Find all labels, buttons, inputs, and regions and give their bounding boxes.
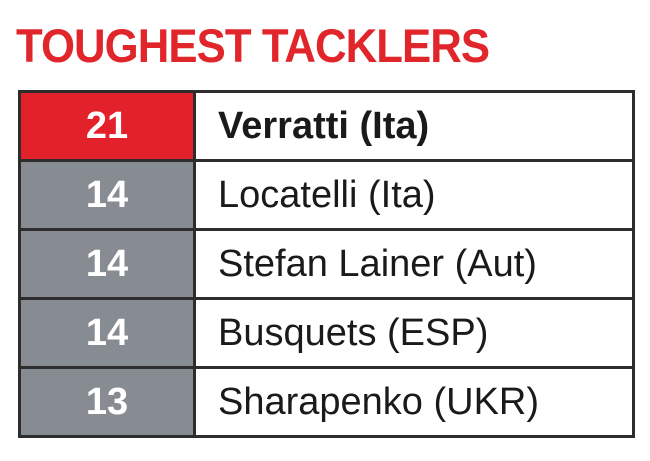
- table-row: 21 Verratti (Ita): [18, 90, 635, 162]
- table-row: 14 Locatelli (Ita): [18, 159, 635, 231]
- tackle-count: 21: [18, 90, 196, 162]
- player-name: Busquets (ESP): [193, 297, 635, 369]
- table-row: 14 Busquets (ESP): [18, 297, 635, 369]
- player-name: Sharapenko (UKR): [193, 366, 635, 438]
- title: TOUGHEST TACKLERS: [16, 19, 490, 72]
- tackle-count: 14: [18, 228, 196, 300]
- table-row: 13 Sharapenko (UKR): [18, 366, 635, 438]
- player-name: Locatelli (Ita): [193, 159, 635, 231]
- player-name: Stefan Lainer (Aut): [193, 228, 635, 300]
- tackle-count: 14: [18, 297, 196, 369]
- tackle-count: 13: [18, 366, 196, 438]
- tackle-count: 14: [18, 159, 196, 231]
- table-row: 14 Stefan Lainer (Aut): [18, 228, 635, 300]
- table: 21 Verratti (Ita) 14 Locatelli (Ita) 14 Stefa…: [18, 90, 635, 438]
- player-name: Verratti (Ita): [193, 90, 635, 162]
